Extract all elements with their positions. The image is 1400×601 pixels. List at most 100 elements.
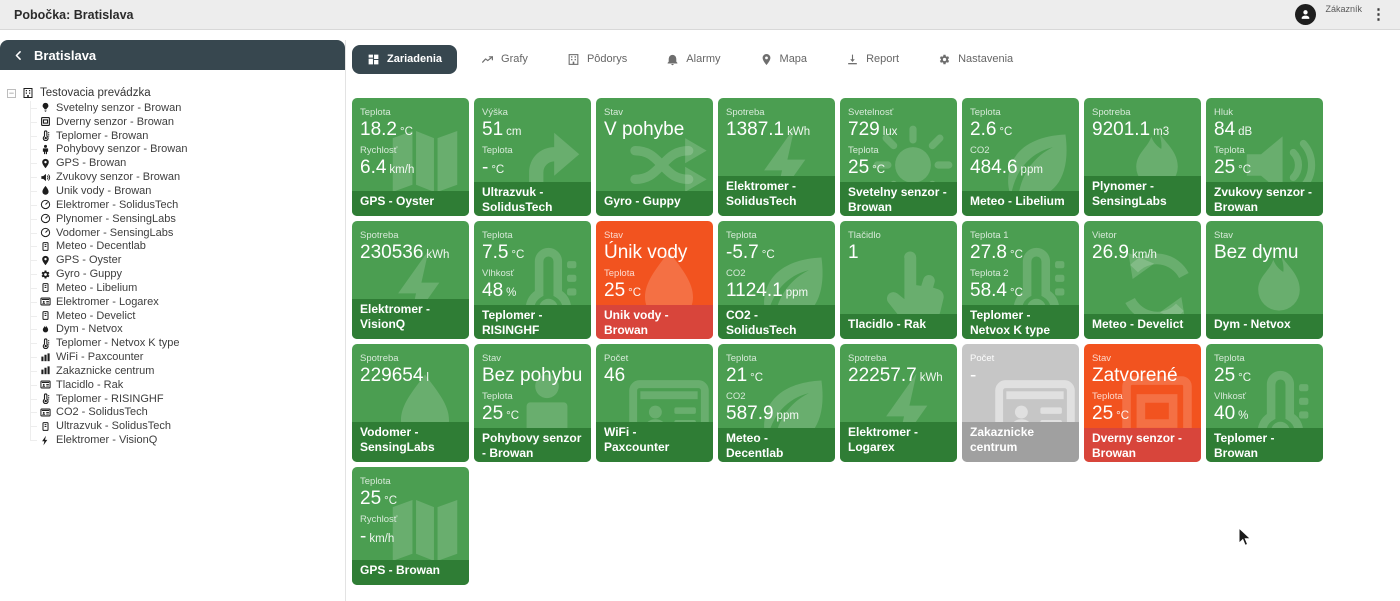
bell-icon	[666, 53, 679, 66]
device-icon	[40, 241, 51, 252]
metric-value: 25	[1092, 402, 1114, 424]
device-tile-zakaznicke-centrum[interactable]: Počet - Zakaznicke centrum	[962, 344, 1079, 462]
device-tile-teplomer-browan[interactable]: Teplota 25 °C Vlhkosť 40% Teplomer - Browan	[1206, 344, 1323, 462]
tab-nastavenia[interactable]: Nastavenia	[923, 45, 1028, 74]
device-tile-vodomer-sensinglabs[interactable]: Spotreba 229654 l Vodomer - SensingLabs	[352, 344, 469, 462]
tree-item-label: Dym - Netvox	[56, 323, 123, 336]
tree-item-ultrazvuk-solidustech[interactable]: Ultrazvuk - SolidusTech	[30, 419, 345, 433]
tree-item-pohybovy-senzor-browan[interactable]: Pohybovy senzor - Browan	[30, 143, 345, 157]
tree-item-unik-vody-browan[interactable]: Unik vody - Browan	[30, 184, 345, 198]
tree-item-teplomer-browan[interactable]: Teplomer - Browan	[30, 129, 345, 143]
metric-label: Spotreba	[360, 353, 399, 364]
device-tile-dym-netvox[interactable]: Stav Bez dymu Dym - Netvox	[1206, 221, 1323, 339]
metric-unit: °C	[399, 126, 413, 138]
tree-item-meteo-decentlab[interactable]: Meteo - Decentlab	[30, 239, 345, 253]
tree-item-meteo-develict[interactable]: Meteo - Develict	[30, 309, 345, 323]
tile-body: Spotreba 229654 l	[352, 344, 469, 422]
tile-device-name: Meteo - Develict	[1084, 314, 1201, 339]
tree-item-label: Plynomer - SensingLabs	[56, 212, 176, 225]
metric-label: Teplota	[1214, 144, 1245, 156]
tree-item-elektromer-solidustech[interactable]: Elektromer - SolidusTech	[30, 198, 345, 212]
tree-item-label: Meteo - Libelium	[56, 281, 138, 294]
device-icon	[40, 310, 51, 321]
metric-value: 21	[726, 365, 748, 386]
tree-item-dym-netvox[interactable]: Dym - Netvox	[30, 323, 345, 337]
device-tile-elektromer-logarex[interactable]: Spotreba 22257.7 kWh Elektromer - Logarex	[840, 344, 957, 462]
tree-item-teplomer-risinghf[interactable]: Teplomer - RISINGHF	[30, 392, 345, 406]
device-tile-dverny-senzor-browan[interactable]: Stav Zatvorené Teplota 25 °C Dverny senzor - …	[1084, 344, 1201, 462]
device-tile-tlacidlo-rak[interactable]: Tlačidlo 1 Tlacidlo - Rak	[840, 221, 957, 339]
device-tile-meteo-decentlab[interactable]: Teplota 21 °C CO2 587.9 ppm Meteo - Decentlab	[718, 344, 835, 462]
device-tile-elektromer-solidustech[interactable]: Spotreba 1387.1 kWh Elektromer - SolidusTec…	[718, 98, 835, 216]
tab-alarmy[interactable]: Alarmy	[651, 45, 735, 74]
tile-body: Tlačidlo 1	[840, 221, 957, 314]
device-tile-svetelny-senzor-browan[interactable]: Svetelnosť 729 lux Teplota 25 °C Svetelny senz…	[840, 98, 957, 216]
metric-label: Teplota	[726, 353, 757, 364]
tree-item-gyro-guppy[interactable]: Gyro - Guppy	[30, 267, 345, 281]
device-tile-plynomer-sensinglabs[interactable]: Spotreba 9201.1 m3 Plynomer - SensingLabs	[1084, 98, 1201, 216]
device-tile-teplomer-netvox-k-type[interactable]: Teplota 1 27.8 °C Teplota 2 58.4 °C Teplomer -…	[962, 221, 1079, 339]
device-tile-zvukovy-senzor-browan[interactable]: Hluk 84 dB Teplota 25 °C Zvukovy senzor - Brow…	[1206, 98, 1323, 216]
sidebar-title: Bratislava	[34, 47, 97, 63]
tree-item-tlacidlo-rak[interactable]: Tlacidlo - Rak	[30, 378, 345, 392]
device-tile-gps-browan[interactable]: Teplota 25 °C Rychlosť - km/h GPS - Browan	[352, 467, 469, 585]
metric-value: 229654	[360, 365, 424, 386]
metric-value: 25	[482, 402, 504, 424]
metric-value: 27.8	[970, 242, 1007, 263]
metric-row: 7.5 °C	[482, 241, 583, 265]
tree-item-zakaznicke-centrum[interactable]: Zakaznicke centrum	[30, 364, 345, 378]
metric-label: Spotreba	[1092, 107, 1131, 118]
user-avatar[interactable]	[1295, 4, 1317, 25]
tab-label: Zariadenia	[387, 53, 443, 65]
device-tile-ultrazvuk-solidustech[interactable]: Výška 51 cm Teplota - °C Ultrazvuk - SolidusTe…	[474, 98, 591, 216]
device-tile-meteo-develict[interactable]: Vietor 26.9 km/h Meteo - Develict	[1084, 221, 1201, 339]
tab-zariadenia[interactable]: Zariadenia	[352, 44, 458, 74]
tree-item-elektromer-visionq[interactable]: Elektromer - VisionQ	[30, 433, 345, 447]
device-tile-teplomer-risinghf[interactable]: Teplota 7.5 °C Vlhkosť 48% Teplomer - RISINGH…	[474, 221, 591, 339]
tab-grafy[interactable]: Grafy	[466, 45, 543, 74]
device-tile-wifi-paxcounter[interactable]: Počet 46 WiFi - Paxcounter	[596, 344, 713, 462]
tree-item-gps-browan[interactable]: GPS - Browan	[30, 156, 345, 170]
tree-item-elektromer-logarex[interactable]: Elektromer - Logarex	[30, 295, 345, 309]
metric-unit: °C	[1238, 372, 1252, 384]
metric-value: 25	[1214, 365, 1236, 386]
tree-item-co2-solidustech[interactable]: CO2 - SolidusTech	[30, 406, 345, 420]
tree-item-vodomer-sensinglabs[interactable]: Vodomer - SensingLabs	[30, 226, 345, 240]
device-tile-co2-solidustech[interactable]: Teplota -5.7 °C CO2 1124.1 ppm CO2 - SolidusTe…	[718, 221, 835, 339]
device-tile-unik-vody-browan[interactable]: Stav Únik vody Teplota 25 °C Unik vody - Brow…	[596, 221, 713, 339]
tree-item-dverny-senzor-browan[interactable]: Dverny senzor - Browan	[30, 115, 345, 129]
metric-row: 9201.1 m3	[1092, 118, 1193, 142]
kebab-menu-icon[interactable]: ⋮	[1371, 6, 1386, 23]
tree-root-node[interactable]: − Testovacia prevádzka	[7, 86, 345, 100]
device-tile-pohybovy-senzor-browan[interactable]: Stav Bez pohybu Teplota 25 °C Pohybovy senzor…	[474, 344, 591, 462]
tree-item-zvukovy-senzor-browan[interactable]: Zvukovy senzor - Browan	[30, 170, 345, 184]
tab-p-dorys[interactable]: Pôdorys	[552, 45, 642, 74]
tree-item-label: Meteo - Develict	[56, 309, 136, 322]
tile-device-name: Elektromer - VisionQ	[352, 298, 469, 339]
tree-item-teplomer-netvox-k-type[interactable]: Teplomer - Netvox K type	[30, 336, 345, 350]
tree-item-plynomer-sensinglabs[interactable]: Plynomer - SensingLabs	[30, 212, 345, 226]
tile-body: Teplota 25 °C Rychlosť - km/h	[352, 467, 469, 560]
device-tile-elektromer-visionq[interactable]: Spotreba 230536 kWh Elektromer - VisionQ	[352, 221, 469, 339]
tab-mapa[interactable]: Mapa	[745, 45, 823, 74]
tree-item-wifi-paxcounter[interactable]: WiFi - Paxcounter	[30, 350, 345, 364]
tab-report[interactable]: Report	[831, 45, 914, 74]
device-tile-gps-oyster[interactable]: Teplota 18.2 °C Rychlosť 6.4 km/h GPS - Oyster	[352, 98, 469, 216]
sidebar-header-back[interactable]: Bratislava	[0, 40, 345, 70]
bulb-icon	[40, 102, 51, 113]
metric-value: 6.4	[360, 156, 387, 178]
gauge-icon	[40, 213, 51, 224]
tile-device-name: Elektromer - SolidusTech	[718, 175, 835, 216]
metric-label: Teplota	[360, 107, 391, 118]
metric-value: 22257.7	[848, 365, 917, 386]
metric-value: 40	[1214, 402, 1236, 424]
collapse-icon[interactable]: −	[7, 87, 16, 98]
tree-item-meteo-libelium[interactable]: Meteo - Libelium	[30, 281, 345, 295]
tile-device-name: Unik vody - Browan	[596, 304, 713, 339]
tile-body: Svetelnosť 729 lux Teplota 25 °C	[840, 98, 957, 182]
tree-item-gps-oyster[interactable]: GPS - Oyster	[30, 253, 345, 267]
device-tile-meteo-libelium[interactable]: Teplota 2.6 °C CO2 484.6 ppm Meteo - Libelium	[962, 98, 1079, 216]
tree-item-svetelny-senzor-browan[interactable]: Svetelny senzor - Browan	[30, 101, 345, 115]
tile-body: Teplota 1 27.8 °C Teplota 2 58.4 °C	[962, 221, 1079, 305]
device-tile-gyro-guppy[interactable]: Stav V pohybe Gyro - Guppy	[596, 98, 713, 216]
